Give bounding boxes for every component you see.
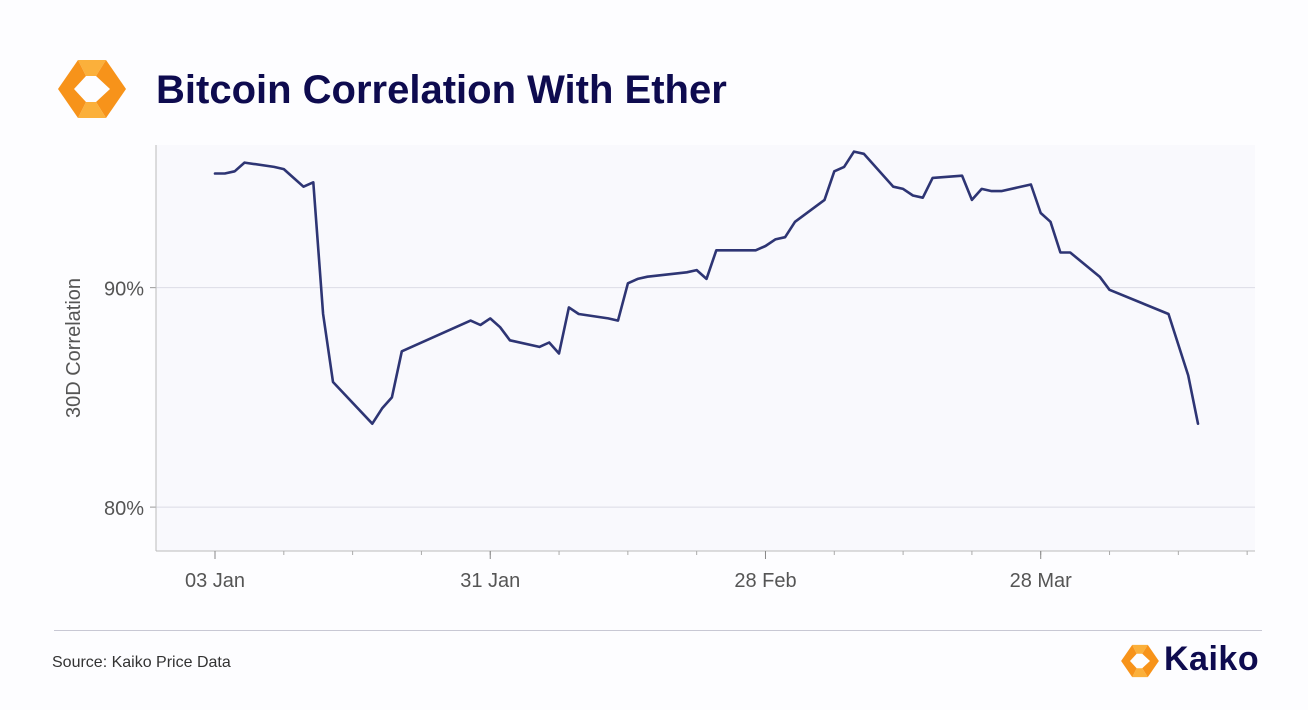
brand-logo: Kaiko (1120, 640, 1270, 682)
y-axis-title: 30D Correlation (63, 278, 85, 418)
footer-divider (54, 630, 1262, 631)
page-title: Bitcoin Correlation With Ether (156, 68, 727, 112)
x-tick-label: 31 Jan (460, 570, 520, 592)
plot-area (156, 145, 1255, 551)
brand-name: Kaiko (1164, 640, 1260, 678)
chart-header: Bitcoin Correlation With Ether (56, 50, 1256, 130)
x-tick-label: 28 Mar (1010, 570, 1073, 592)
x-tick-label: 03 Jan (185, 570, 245, 592)
kaiko-logo-icon (58, 60, 126, 118)
source-note: Source: Kaiko Price Data (52, 654, 231, 671)
series-line (213, 150, 1200, 425)
kaiko-logo-icon (1121, 644, 1159, 678)
y-tick-label: 90% (104, 279, 144, 301)
y-tick-label: 80% (104, 498, 144, 520)
x-tick-label: 28 Feb (734, 570, 796, 592)
